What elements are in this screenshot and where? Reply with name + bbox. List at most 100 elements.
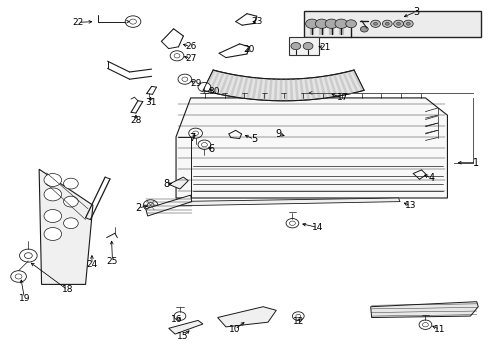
Circle shape xyxy=(15,274,22,279)
Text: 10: 10 xyxy=(228,325,240,334)
Polygon shape xyxy=(240,77,248,98)
Polygon shape xyxy=(251,78,258,99)
Polygon shape xyxy=(299,78,304,100)
Polygon shape xyxy=(268,79,272,100)
Circle shape xyxy=(24,253,32,258)
Circle shape xyxy=(63,178,78,189)
Text: 22: 22 xyxy=(72,18,84,27)
Text: 11: 11 xyxy=(433,325,445,334)
Polygon shape xyxy=(294,79,298,100)
Text: 17: 17 xyxy=(336,94,347,102)
Text: 5: 5 xyxy=(251,134,257,144)
Polygon shape xyxy=(203,70,364,101)
Text: 31: 31 xyxy=(144,98,156,107)
Circle shape xyxy=(63,218,78,229)
Circle shape xyxy=(143,200,158,211)
Text: 1: 1 xyxy=(472,158,478,168)
Circle shape xyxy=(188,128,202,138)
Polygon shape xyxy=(332,74,342,96)
Polygon shape xyxy=(257,78,263,100)
Circle shape xyxy=(396,22,400,25)
Polygon shape xyxy=(229,75,239,96)
Circle shape xyxy=(373,22,377,25)
Polygon shape xyxy=(168,320,203,334)
Text: 29: 29 xyxy=(189,79,201,88)
Polygon shape xyxy=(203,70,215,91)
Polygon shape xyxy=(342,72,353,94)
Polygon shape xyxy=(145,195,191,216)
Polygon shape xyxy=(168,198,399,206)
Text: 15: 15 xyxy=(177,332,188,341)
Polygon shape xyxy=(208,71,220,92)
Circle shape xyxy=(315,19,327,28)
Polygon shape xyxy=(318,77,326,98)
Polygon shape xyxy=(279,79,282,101)
Polygon shape xyxy=(262,78,267,100)
Circle shape xyxy=(44,174,61,186)
Polygon shape xyxy=(313,77,321,99)
Polygon shape xyxy=(370,302,477,318)
Text: 9: 9 xyxy=(275,129,281,139)
Polygon shape xyxy=(217,307,276,327)
Circle shape xyxy=(393,20,403,27)
Circle shape xyxy=(201,143,207,147)
Circle shape xyxy=(44,188,61,201)
Polygon shape xyxy=(176,98,447,198)
Circle shape xyxy=(11,271,26,282)
Circle shape xyxy=(147,203,154,208)
Text: 13: 13 xyxy=(404,202,416,210)
Circle shape xyxy=(360,26,367,32)
Circle shape xyxy=(295,314,300,318)
Circle shape xyxy=(129,19,136,24)
Text: 8: 8 xyxy=(163,179,169,189)
Polygon shape xyxy=(304,78,309,100)
Text: 7: 7 xyxy=(189,132,195,143)
Text: 23: 23 xyxy=(251,17,263,26)
Bar xyxy=(304,11,480,37)
Circle shape xyxy=(198,140,210,149)
Circle shape xyxy=(292,312,304,320)
Circle shape xyxy=(63,196,78,207)
Text: 16: 16 xyxy=(171,315,183,324)
Text: 14: 14 xyxy=(311,223,323,232)
Circle shape xyxy=(125,16,141,27)
Text: 25: 25 xyxy=(106,256,118,265)
Polygon shape xyxy=(351,70,364,91)
Circle shape xyxy=(385,22,388,25)
Circle shape xyxy=(170,51,183,61)
Circle shape xyxy=(44,228,61,240)
Polygon shape xyxy=(289,79,293,101)
Text: 2: 2 xyxy=(135,203,141,213)
Polygon shape xyxy=(327,75,337,96)
Polygon shape xyxy=(273,79,277,101)
Circle shape xyxy=(303,42,312,50)
Polygon shape xyxy=(224,74,234,96)
Text: 24: 24 xyxy=(86,260,98,269)
Circle shape xyxy=(305,19,318,28)
Circle shape xyxy=(178,74,191,84)
Circle shape xyxy=(20,249,37,262)
Text: 19: 19 xyxy=(19,294,30,302)
Text: 6: 6 xyxy=(208,144,214,154)
Circle shape xyxy=(382,20,391,27)
Circle shape xyxy=(403,20,412,27)
Circle shape xyxy=(174,312,185,320)
Circle shape xyxy=(370,20,380,27)
Circle shape xyxy=(345,20,356,28)
Polygon shape xyxy=(219,73,229,95)
Circle shape xyxy=(285,219,298,228)
Polygon shape xyxy=(284,79,287,101)
Text: 27: 27 xyxy=(184,54,196,63)
Text: 30: 30 xyxy=(208,87,220,96)
Text: 12: 12 xyxy=(292,317,304,325)
Text: 18: 18 xyxy=(61,285,73,294)
Polygon shape xyxy=(235,76,243,98)
Polygon shape xyxy=(245,77,253,99)
Polygon shape xyxy=(323,76,331,98)
Polygon shape xyxy=(346,71,358,92)
Circle shape xyxy=(422,323,427,327)
Polygon shape xyxy=(39,169,93,284)
Circle shape xyxy=(290,42,300,50)
Polygon shape xyxy=(168,177,188,189)
Circle shape xyxy=(182,77,187,81)
